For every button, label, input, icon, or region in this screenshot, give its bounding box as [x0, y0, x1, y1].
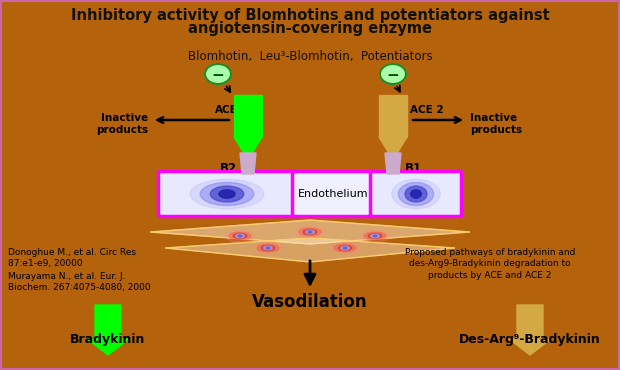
- Text: Proposed pathways of bradykinin and
des-Arg9-Bradykinin degradation to
products : Proposed pathways of bradykinin and des-…: [405, 248, 575, 280]
- Ellipse shape: [341, 246, 349, 250]
- Ellipse shape: [238, 235, 242, 237]
- Text: Donoghue M., et al. Circ Res
87:e1-e9, 20000: Donoghue M., et al. Circ Res 87:e1-e9, 2…: [8, 248, 136, 268]
- Ellipse shape: [392, 179, 440, 209]
- Ellipse shape: [264, 246, 272, 250]
- Bar: [379, 95, 407, 137]
- Ellipse shape: [190, 179, 264, 209]
- Text: Endothelium: Endothelium: [298, 189, 368, 199]
- Ellipse shape: [364, 232, 386, 240]
- FancyArrow shape: [509, 305, 551, 355]
- Ellipse shape: [295, 226, 325, 238]
- Ellipse shape: [266, 247, 270, 249]
- Text: Vasodilation: Vasodilation: [252, 293, 368, 311]
- Polygon shape: [234, 137, 262, 160]
- Ellipse shape: [334, 244, 356, 252]
- Ellipse shape: [303, 229, 317, 235]
- Ellipse shape: [219, 190, 235, 198]
- Ellipse shape: [236, 234, 244, 238]
- Text: Inhibitory activity of Blomhotins and potentiators against: Inhibitory activity of Blomhotins and po…: [71, 8, 549, 23]
- Ellipse shape: [410, 190, 421, 198]
- Ellipse shape: [405, 186, 427, 202]
- Text: B2: B2: [219, 162, 237, 175]
- Text: Inactive
products: Inactive products: [470, 113, 522, 135]
- Ellipse shape: [330, 242, 360, 254]
- Bar: [234, 95, 262, 137]
- Text: ACE 2: ACE 2: [410, 105, 444, 115]
- Polygon shape: [165, 238, 455, 262]
- Ellipse shape: [205, 64, 231, 84]
- Ellipse shape: [343, 247, 347, 249]
- Ellipse shape: [380, 64, 406, 84]
- Text: Murayama N., et al. Eur. J.
Biochem. 267:4075-4080, 2000: Murayama N., et al. Eur. J. Biochem. 267…: [8, 272, 151, 292]
- Ellipse shape: [229, 232, 251, 240]
- Text: Blomhotin,  Leu³-Blomhotin,  Potentiators: Blomhotin, Leu³-Blomhotin, Potentiators: [188, 50, 432, 63]
- FancyBboxPatch shape: [159, 172, 296, 216]
- Polygon shape: [150, 220, 470, 244]
- Ellipse shape: [225, 230, 255, 242]
- Ellipse shape: [253, 242, 283, 254]
- Ellipse shape: [200, 182, 254, 206]
- Text: Inactive
products: Inactive products: [96, 113, 148, 135]
- Ellipse shape: [261, 246, 275, 250]
- Ellipse shape: [399, 182, 433, 206]
- Ellipse shape: [299, 228, 321, 236]
- Polygon shape: [379, 137, 407, 160]
- FancyBboxPatch shape: [371, 172, 461, 216]
- FancyArrow shape: [87, 305, 129, 355]
- Ellipse shape: [257, 244, 279, 252]
- Text: B1: B1: [404, 162, 422, 175]
- Polygon shape: [385, 153, 401, 174]
- Text: ACE: ACE: [215, 105, 238, 115]
- Ellipse shape: [368, 233, 382, 239]
- Text: angiotensin-covering enzyme: angiotensin-covering enzyme: [188, 21, 432, 36]
- Text: −: −: [387, 67, 399, 83]
- Ellipse shape: [338, 246, 352, 250]
- Ellipse shape: [373, 235, 377, 237]
- Text: −: −: [211, 67, 224, 83]
- Text: Bradykinin: Bradykinin: [70, 333, 146, 346]
- Text: Des-Arg⁹-Bradykinin: Des-Arg⁹-Bradykinin: [459, 333, 601, 346]
- FancyBboxPatch shape: [293, 172, 373, 216]
- Ellipse shape: [371, 234, 379, 238]
- Ellipse shape: [306, 230, 314, 234]
- Ellipse shape: [210, 186, 244, 202]
- Ellipse shape: [308, 231, 312, 233]
- Ellipse shape: [233, 233, 247, 239]
- Polygon shape: [240, 153, 256, 174]
- Ellipse shape: [360, 230, 390, 242]
